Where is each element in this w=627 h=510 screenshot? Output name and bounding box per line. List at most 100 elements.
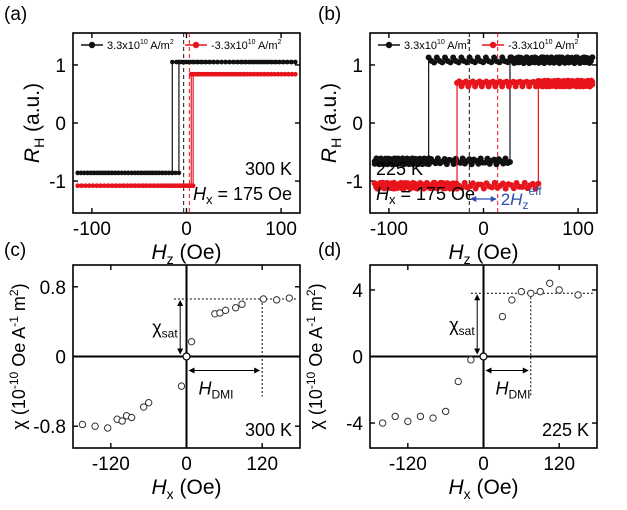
series-point: [210, 59, 216, 65]
legend-label-exp2: 2: [170, 39, 174, 46]
series-point: [75, 170, 81, 176]
series-point: [485, 83, 492, 90]
data-point: [546, 279, 554, 287]
series-point: [499, 54, 506, 61]
series-point: [197, 71, 203, 77]
series-point: [492, 83, 499, 90]
heff-label: 2Hzeff: [501, 184, 543, 212]
series-point: [258, 71, 264, 77]
series-point: [194, 71, 199, 77]
legend: 3.3x1010 A/m2 -3.3x1010 A/m2: [378, 39, 579, 52]
x-tick-label: 120: [543, 454, 575, 475]
field-label-sub: x: [389, 192, 396, 207]
series-point: [152, 183, 157, 189]
series-point: [243, 59, 249, 65]
series-point: [183, 183, 188, 189]
data-point: [391, 412, 399, 421]
series-point: [276, 59, 282, 65]
series-point: [532, 54, 539, 61]
hdmi-label-sub: DMI: [212, 388, 234, 402]
series-point: [532, 185, 539, 192]
series-point: [532, 83, 539, 90]
legend-label-exp: 10: [545, 39, 553, 46]
data-point: [177, 382, 186, 390]
data-point: [144, 398, 153, 407]
temperature-label: 225 K: [542, 420, 589, 440]
series-point: [482, 54, 489, 61]
panel-label: (d): [318, 240, 341, 261]
field-label-val: = 175 Oe: [212, 184, 292, 204]
series-point: [84, 170, 90, 176]
series-point: [371, 180, 378, 187]
data-point: [231, 304, 240, 312]
series-point: [235, 59, 241, 65]
series-point: [458, 54, 465, 61]
series-point: [572, 54, 579, 61]
data-point: [536, 287, 544, 296]
series-point: [458, 83, 465, 90]
series-point: [110, 183, 115, 189]
data-point: [238, 300, 246, 308]
series-point: [148, 183, 154, 189]
hdmi-label: HDMI: [199, 379, 234, 402]
series-point: [286, 71, 291, 77]
series-point: [515, 54, 522, 61]
series-point: [106, 183, 111, 189]
panel-label: (b): [318, 4, 341, 25]
series-point: [94, 183, 100, 189]
series-point: [224, 71, 230, 77]
heff-label-sup: eff: [528, 184, 542, 198]
x-tick-label: 0: [181, 219, 192, 240]
legend-marker: [489, 41, 497, 49]
legend-label-post: A/m: [256, 40, 278, 52]
data-point: [221, 306, 230, 315]
series-point: [198, 59, 204, 65]
y-tick-label: 0: [55, 114, 66, 135]
y-tick-label: 0: [352, 348, 363, 369]
legend-label-pre: -3.3x10: [211, 40, 248, 52]
x-axis-label-main: H: [448, 241, 464, 264]
series-point: [190, 183, 196, 189]
x-axis-label: Hx (Oe): [151, 476, 221, 502]
x-axis-label-unit: (Oe): [174, 476, 222, 499]
y-axis-label-exp2: -1: [304, 316, 318, 327]
series-point: [459, 155, 466, 162]
series-point: [519, 83, 526, 90]
data-point: [574, 291, 582, 299]
series-point: [265, 71, 271, 77]
legend-label-exp: 10: [437, 39, 445, 46]
data-point: [118, 417, 126, 425]
data-point: [285, 294, 293, 302]
x-tick-label: -120: [389, 454, 427, 475]
series-point: [450, 161, 457, 168]
series-point: [171, 183, 177, 189]
field-label: Hx = 175 Oe: [376, 184, 475, 207]
series-point: [262, 71, 267, 77]
x-axis-label: Hz (Oe): [151, 241, 221, 267]
series-point: [86, 183, 92, 189]
field-label-val: = 175 Oe: [396, 184, 476, 204]
series-point: [227, 59, 232, 65]
series-point: [132, 170, 137, 176]
series-point: [157, 170, 163, 176]
temperature-label: 225 K: [376, 159, 423, 179]
series-point: [472, 83, 479, 90]
series-point: [238, 71, 244, 77]
series-point: [539, 83, 546, 90]
data-point: [259, 295, 268, 303]
series-point: [135, 170, 140, 176]
series-point: [117, 183, 123, 189]
series-point: [480, 185, 487, 192]
series-point: [272, 71, 278, 77]
series-point: [182, 59, 187, 65]
x-axis-label-sub: z: [167, 251, 174, 267]
data-point: [127, 413, 136, 422]
data-point: [517, 287, 526, 296]
series-point: [559, 83, 566, 90]
series-point: [499, 83, 506, 90]
y-tick-label: 0: [55, 348, 66, 369]
series-point: [94, 170, 99, 176]
x-tick-label: 120: [246, 454, 278, 475]
origin-point: [479, 352, 488, 361]
